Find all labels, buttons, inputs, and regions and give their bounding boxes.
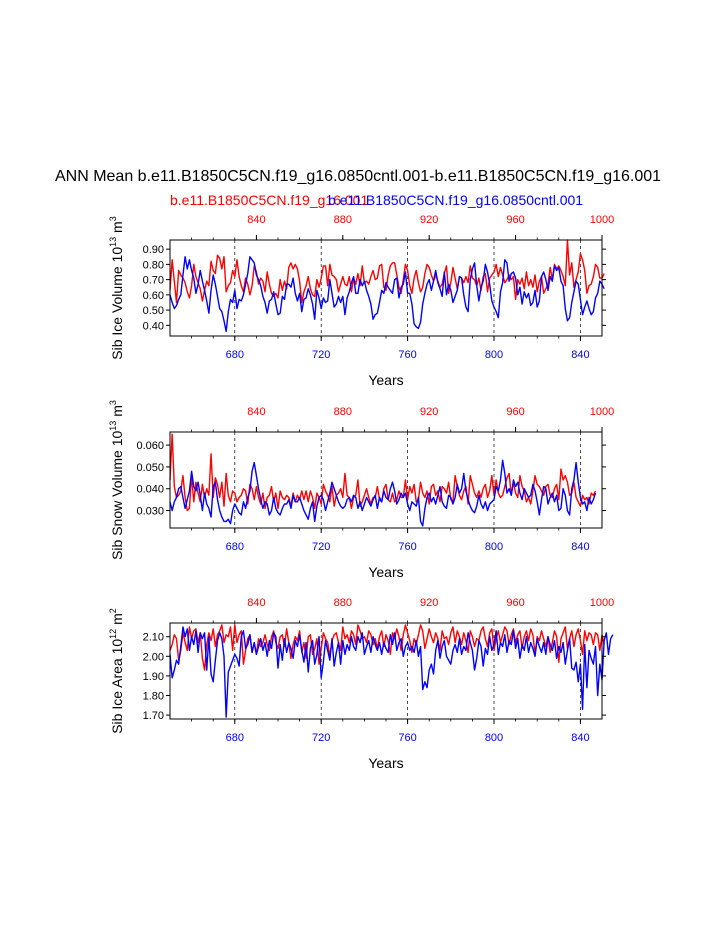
x-tick-label-bottom: 800 <box>485 732 503 744</box>
y-axis-label: Sib Snow Volume 1013 m3 <box>108 400 125 560</box>
x-tick-label-bottom: 800 <box>485 541 503 553</box>
y-axis-label: Sib Ice Volume 1013 m3 <box>108 216 125 359</box>
x-axis-label: Years <box>368 564 403 580</box>
series-line-blue <box>169 626 614 718</box>
legend-blue-label: b.e11.B1850C5CN.f19_g16.0850cntl.001 <box>328 192 583 208</box>
x-tick-label-bottom: 680 <box>226 541 244 553</box>
x-tick-label-bottom: 760 <box>398 349 416 361</box>
x-tick-label-bottom: 760 <box>398 541 416 553</box>
x-axis-label: Years <box>368 755 403 771</box>
y-tick-label: 1.80 <box>143 690 164 702</box>
x-tick-label-bottom: 760 <box>398 732 416 744</box>
x-tick-label-top: 840 <box>247 214 265 226</box>
x-tick-label-top: 840 <box>247 406 265 418</box>
y-tick-label: 1.70 <box>143 710 164 722</box>
panel-1: 0.40 0.50 0.60 0.70 0.80 0.90 680 720 760 800 840 8… <box>108 214 614 388</box>
x-tick-label-top: 880 <box>334 214 352 226</box>
y-tick-label: 0.90 <box>143 244 164 256</box>
y-tick-label: 2.10 <box>143 632 164 644</box>
x-tick-label-top: 840 <box>247 597 265 609</box>
series-line-blue <box>169 459 597 527</box>
y-tick-label: 0.80 <box>143 259 164 271</box>
series-line-blue <box>169 256 605 333</box>
x-tick-label-bottom: 800 <box>485 349 503 361</box>
x-tick-label-top: 1000 <box>590 406 614 418</box>
figure-title: ANN Mean b.e11.B1850C5CN.f19_g16.0850cnt… <box>55 168 661 185</box>
x-tick-label-bottom: 720 <box>312 541 330 553</box>
series-line-red <box>169 624 605 671</box>
legend-red-label: b.e11.B1850C5CN.f19_g16.001 <box>170 192 368 208</box>
y-tick-label: 0.50 <box>143 305 164 317</box>
x-axis-label: Years <box>368 372 403 388</box>
y-axis-label: Sib Ice Area 1012 m2 <box>108 608 125 734</box>
y-tick-label: 0.040 <box>136 484 164 496</box>
x-tick-label-bottom: 720 <box>312 349 330 361</box>
x-tick-label-top: 880 <box>334 406 352 418</box>
y-tick-label: 2.00 <box>143 651 164 663</box>
y-tick-label: 0.030 <box>136 506 164 518</box>
x-tick-label-top: 920 <box>420 406 438 418</box>
panel-3: 1.70 1.80 1.90 2.00 2.10 680 720 760 800 840 840 88… <box>108 597 614 771</box>
y-tick-label: 0.70 <box>143 275 164 287</box>
y-tick-label: 0.40 <box>143 320 164 332</box>
x-tick-label-bottom: 680 <box>226 349 244 361</box>
x-tick-label-top: 920 <box>420 597 438 609</box>
x-tick-label-bottom: 840 <box>571 541 589 553</box>
panels: 0.40 0.50 0.60 0.70 0.80 0.90 680 720 760 800 840 8… <box>108 214 614 771</box>
x-tick-label-bottom: 840 <box>571 349 589 361</box>
x-tick-label-bottom: 840 <box>571 732 589 744</box>
panel-2: 0.030 0.040 0.050 0.060 680 720 760 800 840 840 88… <box>108 400 614 580</box>
x-tick-label-top: 1000 <box>590 214 614 226</box>
x-tick-label-top: 960 <box>506 597 524 609</box>
y-tick-label: 0.050 <box>136 462 164 474</box>
x-tick-label-top: 960 <box>506 214 524 226</box>
x-tick-label-bottom: 720 <box>312 732 330 744</box>
y-tick-label: 0.060 <box>136 440 164 452</box>
y-tick-label: 0.60 <box>143 290 164 302</box>
series-line-red <box>169 239 605 304</box>
x-tick-label-top: 960 <box>506 406 524 418</box>
x-tick-label-bottom: 680 <box>226 732 244 744</box>
x-tick-label-top: 880 <box>334 597 352 609</box>
x-tick-label-top: 920 <box>420 214 438 226</box>
y-tick-label: 1.90 <box>143 671 164 683</box>
x-tick-label-top: 1000 <box>590 597 614 609</box>
